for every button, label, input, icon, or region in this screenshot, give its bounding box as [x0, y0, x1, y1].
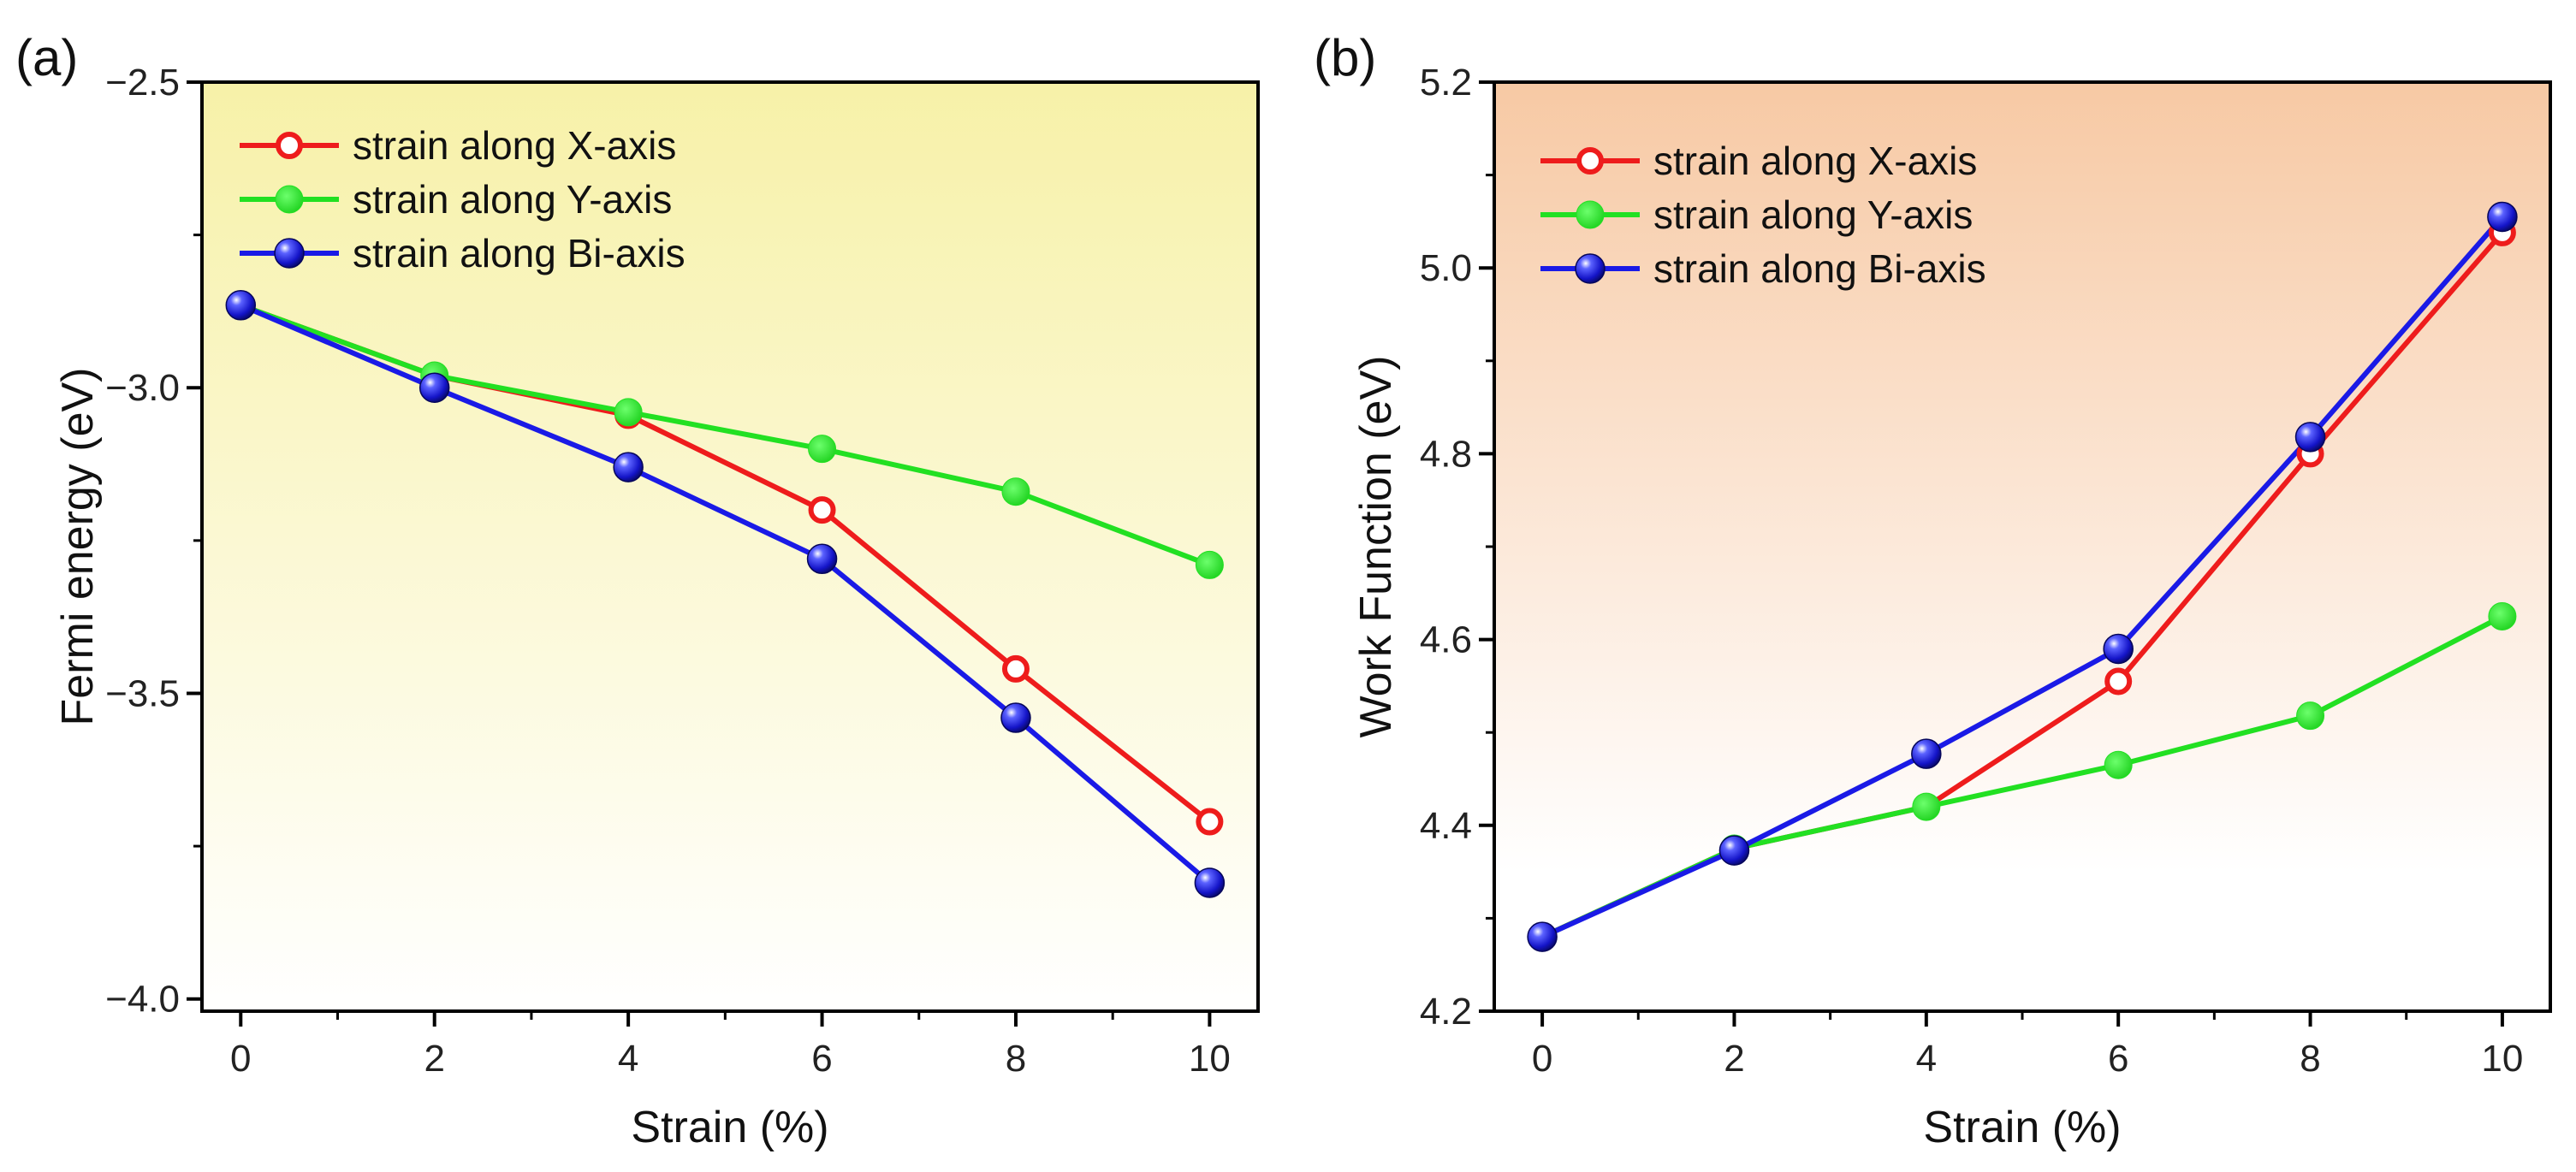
panel-b-y-tick-label: 5.0: [1420, 247, 1472, 289]
panel-a-fermi-energy-chart: (a) Fermi energy (eV) Strain (%) 0 2 4 6 8 10…: [15, 29, 1260, 1152]
panel-b-series-bi-point: [2487, 201, 2518, 233]
panel-a-legend-bi-marker: [274, 238, 305, 269]
panel-b-series-y-point: [2104, 750, 2133, 779]
panel-a-x-tick-label: 4: [618, 1038, 638, 1080]
panel-a-y-axis-title: Fermi energy (eV): [53, 368, 103, 726]
panel-a-series-y-point: [1195, 550, 1224, 579]
panel-b-series-bi-line: [1540, 215, 2505, 939]
panel-a-legend-y-marker: [275, 185, 304, 214]
panel-a-series-bi-point: [225, 290, 257, 321]
panel-a-y-tick-label: −2.5: [105, 62, 180, 104]
panel-b-legend-y-label: strain along Y-axis: [1653, 192, 1973, 237]
panel-b-x-tick-label: 0: [1532, 1038, 1552, 1080]
panel-b-x-axis-title: Strain (%): [1923, 1103, 2121, 1152]
panel-a-x-axis-title: Strain (%): [631, 1103, 828, 1152]
panel-a-frame: [200, 80, 1260, 1013]
panel-b-axes: 0 2 4 6 8 10 4.2 4.4 4.6 4.8 5.0 5.2: [1420, 62, 2524, 1080]
panel-a-series-y-point: [808, 435, 837, 464]
panel-a-x-tick-label: 8: [1006, 1038, 1026, 1080]
panel-a-series-bi-point: [806, 543, 838, 575]
panel-b-y-tick-label: 4.6: [1420, 619, 1472, 661]
panel-b-series-bi-point: [1718, 835, 1750, 866]
panel-a-label: (a): [15, 29, 78, 86]
panel-b-series-y-point: [2488, 601, 2517, 630]
panel-b-series-bi-point: [1911, 738, 1942, 769]
panel-a-x-tick-label: 6: [811, 1038, 832, 1080]
panel-b-y-axis-title: Work Function (eV): [1351, 356, 1401, 738]
panel-a-series-bi-point: [1000, 702, 1031, 733]
panel-b-legend: strain along X-axis strain along Y-axis st…: [1540, 139, 1986, 291]
panel-b-legend-bi-label: strain along Bi-axis: [1653, 246, 1986, 291]
panel-b-x-tick-label: 8: [2300, 1038, 2320, 1080]
panel-a-x-tick-label: 10: [1189, 1038, 1231, 1080]
panel-b-y-tick-label: 4.4: [1420, 805, 1472, 847]
panel-a-series-bi-line: [240, 303, 1212, 885]
panel-a-series-y-point: [1001, 477, 1030, 506]
panel-b-y-tick-label: 4.8: [1420, 433, 1472, 475]
panel-a-series-x-point: [1196, 808, 1224, 836]
panel-b-series-bi-point: [2103, 633, 2134, 665]
panel-b-series-bi-point: [1527, 921, 1558, 952]
panel-b-series-bi-point: [2294, 422, 2326, 453]
panel-a-legend-x-label: strain along X-axis: [353, 123, 676, 168]
panel-b-series-y-point: [1912, 792, 1941, 821]
panel-a-x-tick-label: 2: [424, 1038, 444, 1080]
panel-b-legend-y-marker: [1576, 200, 1605, 229]
panel-b-y-tick-label: 5.2: [1420, 62, 1472, 104]
panel-a-legend-x-marker: [276, 132, 303, 159]
panel-b-x-tick-label: 10: [2481, 1038, 2523, 1080]
panel-a-legend: strain along X-axis strain along Y-axis st…: [240, 123, 686, 275]
panel-a-series-bi-point: [613, 452, 644, 482]
panel-b-plot-background: [1494, 82, 2550, 1011]
panel-b-label: (b): [1314, 29, 1376, 86]
panel-b-x-tick-label: 2: [1724, 1038, 1744, 1080]
panel-b-legend-x-label: strain along X-axis: [1653, 139, 1977, 183]
panel-a-y-tick-label: −3.5: [105, 672, 180, 714]
panel-b-x-tick-label: 6: [2108, 1038, 2128, 1080]
panel-a-y-tick-label: −4.0: [105, 979, 180, 1021]
panel-b-y-tick-label: 4.2: [1420, 991, 1472, 1033]
panel-b-work-function-chart: (b) Work Function (eV) Strain (%) 0 2 4 6 8 1…: [1314, 29, 2552, 1152]
panel-a-legend-y-label: strain along Y-axis: [353, 177, 672, 222]
panel-b-marks: [1527, 201, 2518, 952]
panel-a-x-tick-label: 0: [230, 1038, 251, 1080]
panel-a-series-bi-point: [1194, 867, 1226, 898]
panel-a-plot-background: [202, 82, 1258, 1011]
panel-b-legend-bi-marker: [1575, 253, 1606, 284]
panel-b-series-x-point: [2104, 667, 2133, 696]
panel-a-series-x-point: [1001, 654, 1030, 683]
panel-b-legend-x-marker: [1576, 147, 1604, 175]
panel-a-legend-bi-label: strain along Bi-axis: [353, 231, 686, 275]
panel-a-series-y-line: [240, 302, 1211, 568]
panel-a-y-tick-label: −3.0: [105, 367, 180, 409]
panel-a-series-bi-point: [418, 372, 450, 403]
panel-a-series-y-point: [614, 398, 643, 427]
panel-a-series-x-point: [808, 496, 836, 524]
panel-a-marks: [225, 290, 1226, 898]
panel-b-x-tick-label: 4: [1916, 1038, 1937, 1080]
panel-b-series-y-point: [2296, 701, 2325, 731]
panel-a-axes: 0 2 4 6 8 10 −2.5 −3.0 −3.5 −4.0: [105, 62, 1231, 1080]
